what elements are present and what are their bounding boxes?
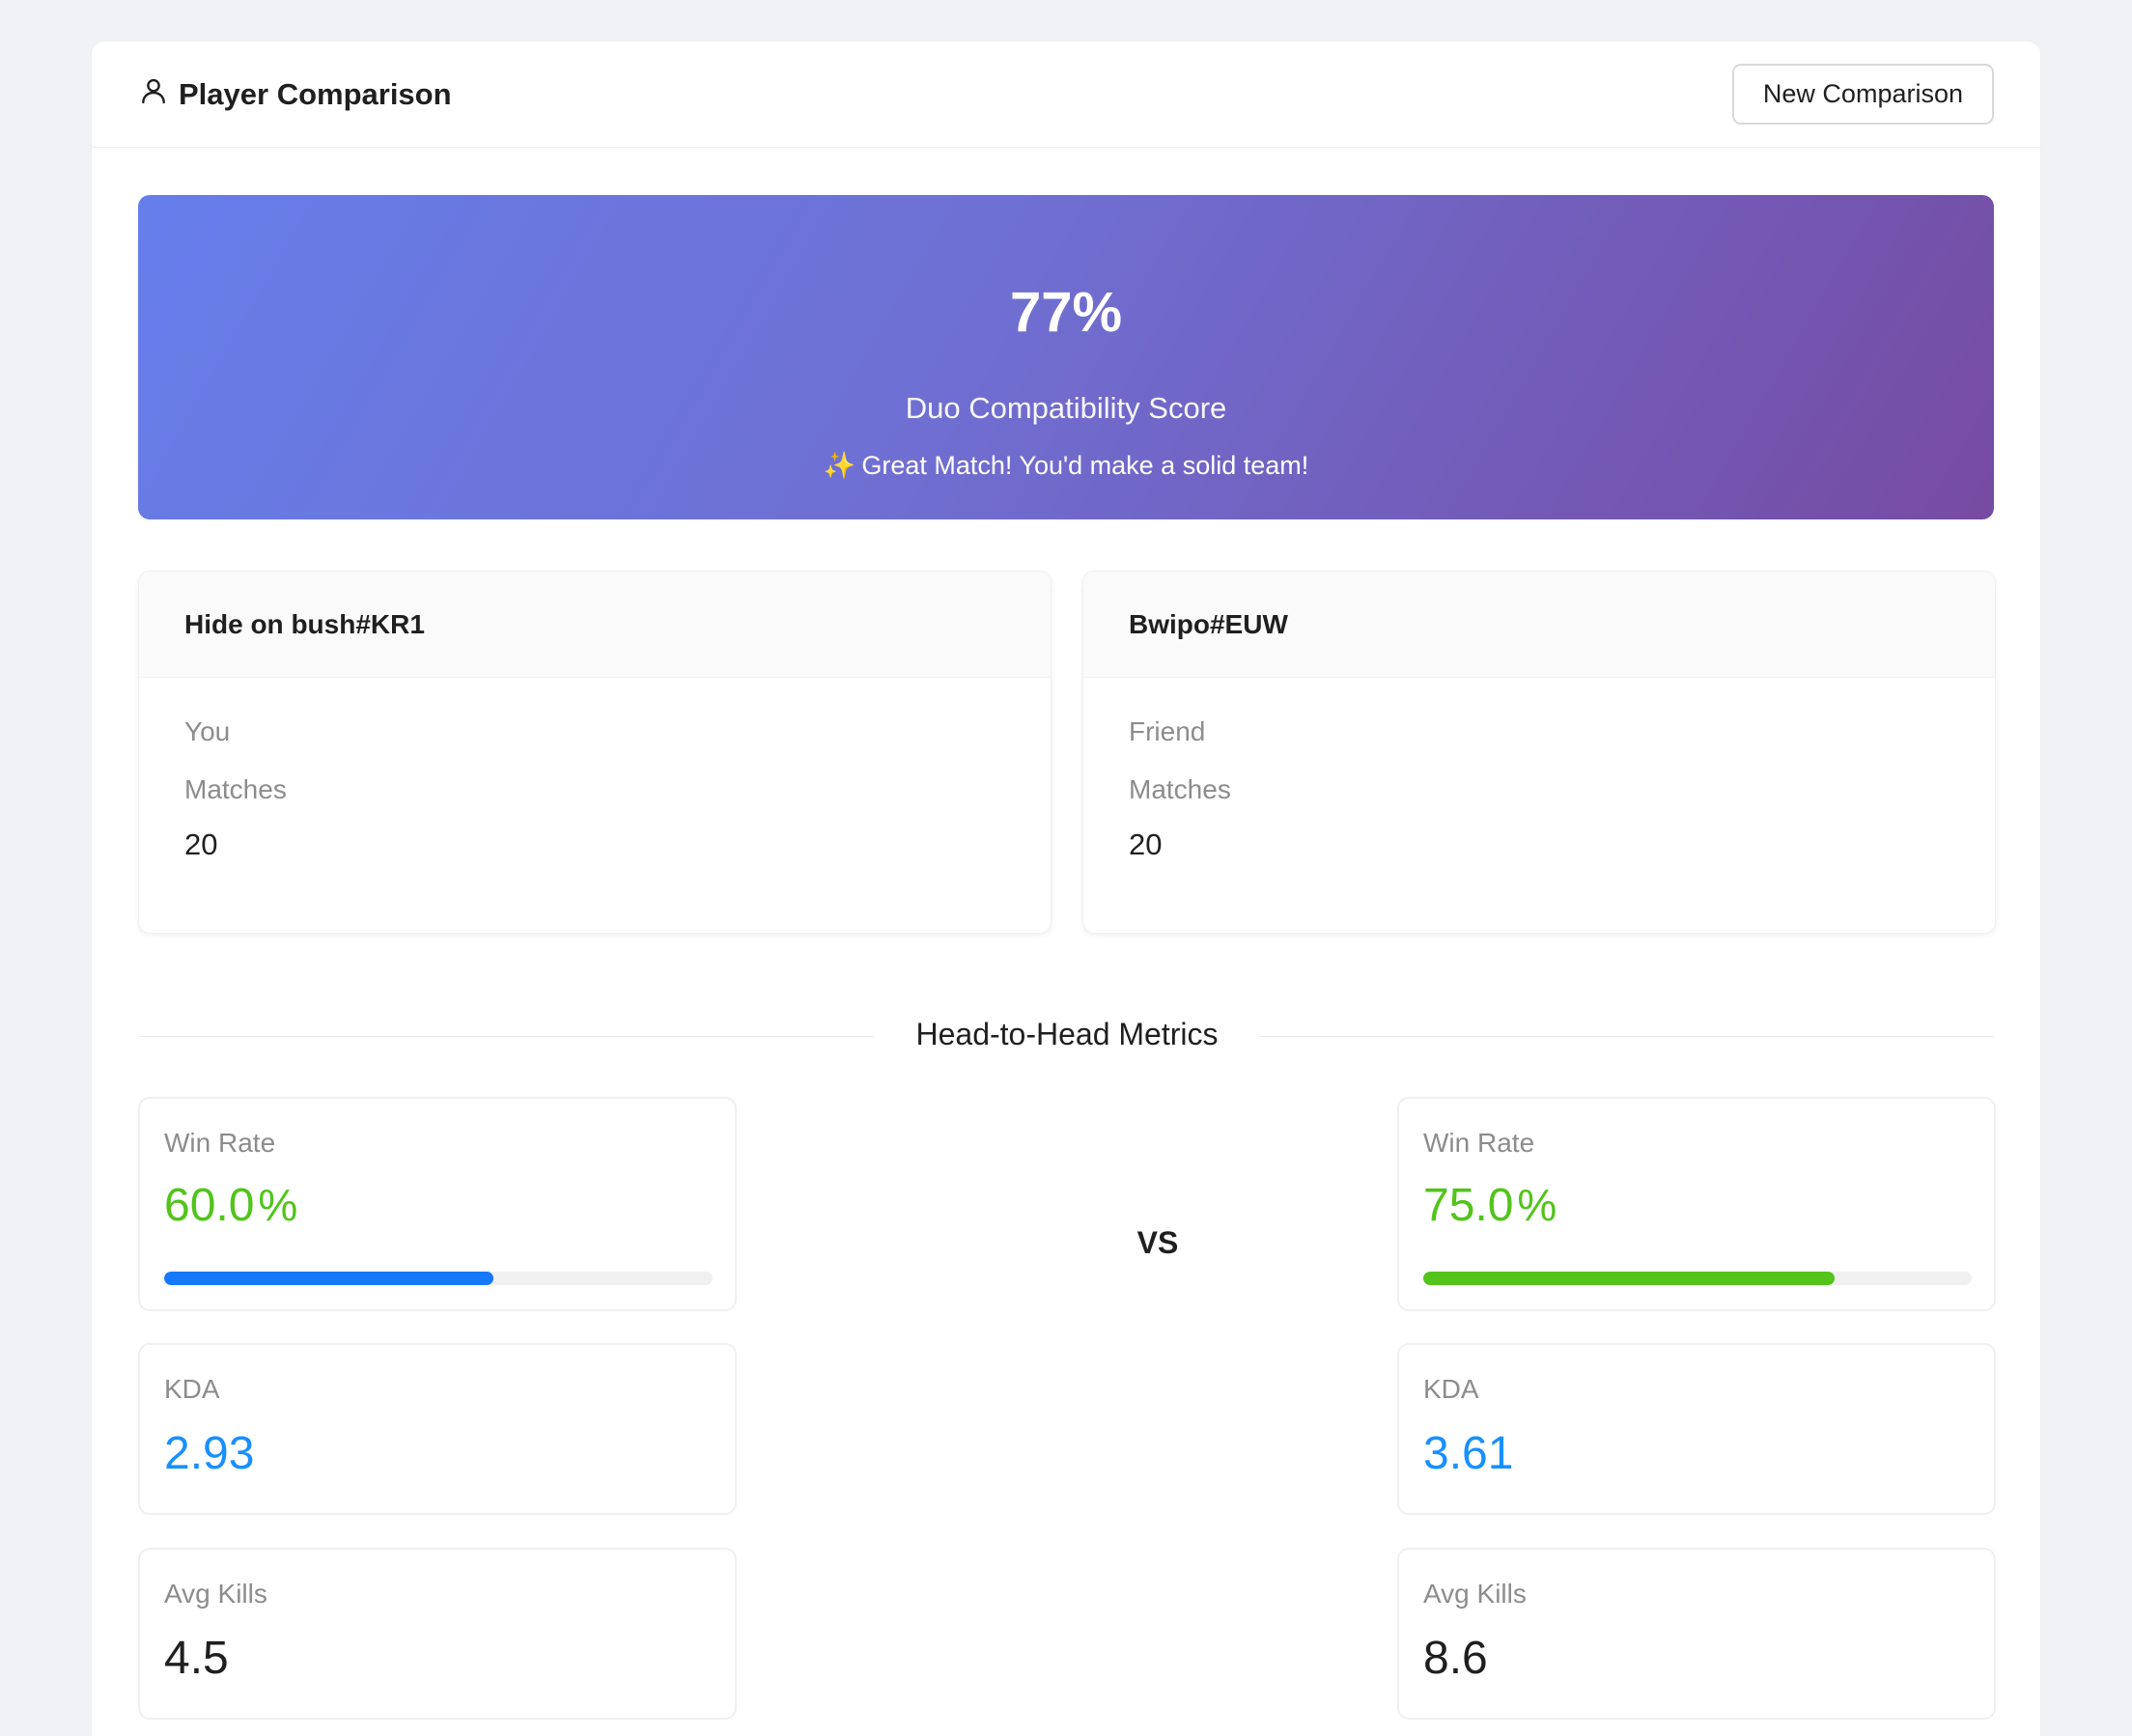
- win-rate-label: Win Rate: [164, 1128, 276, 1158]
- win-rate-unit: %: [258, 1180, 298, 1230]
- avg-kills-label: Avg Kills: [164, 1579, 267, 1609]
- divider-line-right: [1260, 1036, 1994, 1037]
- win-rate-value: 60.0%: [164, 1179, 297, 1232]
- avg-kills-card-you: Avg Kills 4.5: [138, 1548, 737, 1720]
- matches-value: 20: [184, 827, 218, 861]
- sparkles-icon: ✨: [823, 451, 856, 480]
- matches-label: Matches: [184, 774, 287, 804]
- compatibility-label: Duo Compatibility Score: [905, 391, 1227, 425]
- player-name: Hide on bush#KR1: [139, 572, 1051, 678]
- player-card-you: Hide on bush#KR1 You Matches 20: [138, 571, 1052, 934]
- comparison-card: Player Comparison New Comparison 77% Duo…: [91, 41, 2041, 1736]
- kda-value: 3.61: [1423, 1428, 1514, 1479]
- page-title: Player Comparison: [138, 75, 452, 114]
- win-rate-unit: %: [1517, 1180, 1557, 1230]
- user-icon: [138, 75, 169, 114]
- page-title-text: Player Comparison: [179, 76, 452, 111]
- vs-label: VS: [1136, 1225, 1179, 1260]
- kda-card-friend: KDA 3.61: [1397, 1343, 1996, 1515]
- new-comparison-button[interactable]: New Comparison: [1731, 64, 1994, 125]
- avg-kills-value: 8.6: [1423, 1633, 1488, 1684]
- compatibility-message-text: Great Match! You'd make a solid team!: [861, 451, 1309, 480]
- compatibility-score: 77%: [1009, 281, 1123, 344]
- matches-value: 20: [1129, 827, 1163, 861]
- player-role: Friend: [1129, 716, 1206, 746]
- win-rate-progress-fill: [164, 1272, 493, 1285]
- win-rate-label: Win Rate: [1423, 1128, 1535, 1158]
- player-role: You: [184, 716, 231, 746]
- win-rate-card-you: Win Rate 60.0%: [138, 1097, 737, 1311]
- kda-label: KDA: [164, 1374, 220, 1404]
- matches-label: Matches: [1129, 774, 1231, 804]
- win-rate-progress-fill: [1423, 1272, 1835, 1285]
- avg-kills-card-friend: Avg Kills 8.6: [1397, 1548, 1996, 1720]
- avg-kills-value: 4.5: [164, 1633, 229, 1684]
- metrics-title: Head-to-Head Metrics: [915, 1017, 1219, 1051]
- avg-kills-label: Avg Kills: [1423, 1579, 1527, 1609]
- divider-line-left: [138, 1036, 874, 1037]
- player-card-friend: Bwipo#EUW Friend Matches 20: [1082, 571, 1996, 934]
- kda-label: KDA: [1423, 1374, 1479, 1404]
- kda-value: 2.93: [164, 1428, 255, 1479]
- win-rate-progress: [1423, 1272, 1972, 1285]
- card-header: Player Comparison New Comparison: [92, 42, 2040, 148]
- win-rate-number: 60.0: [164, 1180, 255, 1231]
- win-rate-card-friend: Win Rate 75.0%: [1397, 1097, 1996, 1311]
- metrics-divider: Head-to-Head Metrics: [138, 1017, 1994, 1057]
- win-rate-value: 75.0%: [1423, 1179, 1557, 1232]
- compatibility-banner: 77% Duo Compatibility Score ✨ Great Match…: [138, 195, 1994, 519]
- win-rate-number: 75.0: [1423, 1180, 1514, 1231]
- player-name: Bwipo#EUW: [1083, 572, 1995, 678]
- kda-card-you: KDA 2.93: [138, 1343, 737, 1515]
- compatibility-message: ✨ Great Match! You'd make a solid team!: [138, 450, 1994, 481]
- win-rate-progress: [164, 1272, 713, 1285]
